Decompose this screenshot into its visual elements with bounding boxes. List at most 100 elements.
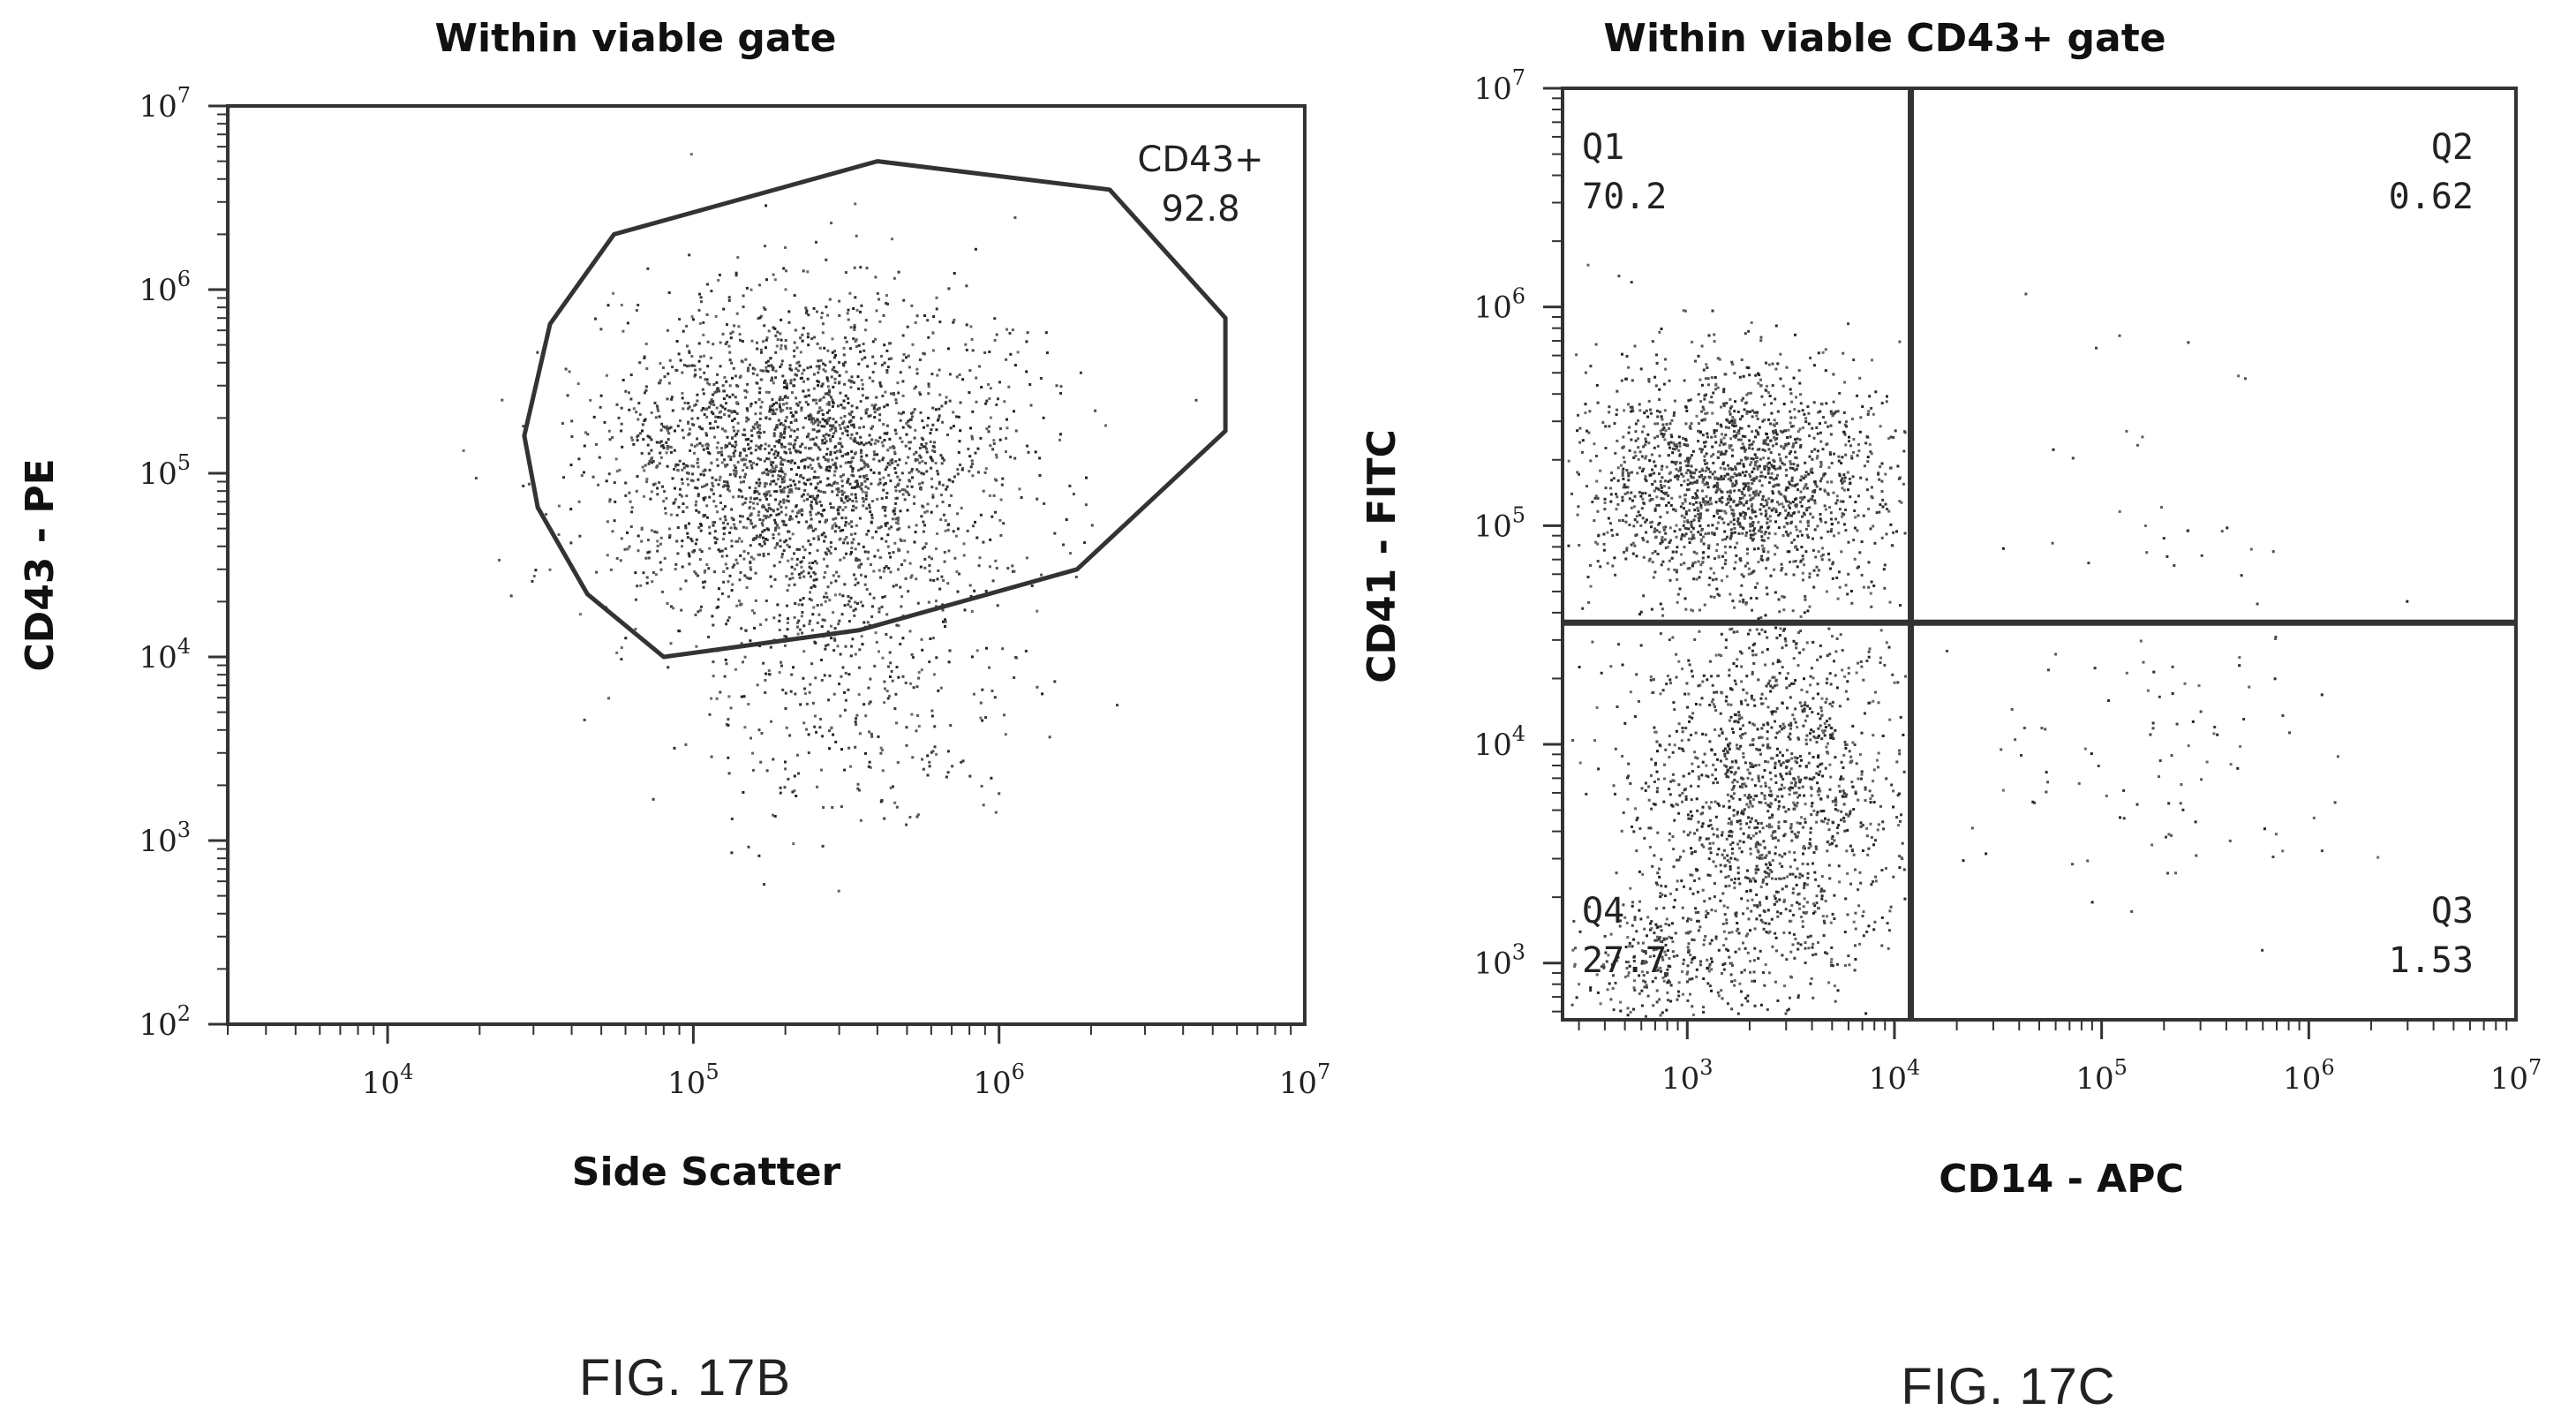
- event-dot: [885, 521, 889, 524]
- event-dot: [974, 520, 976, 524]
- event-dot: [1877, 471, 1880, 475]
- event-dot: [739, 480, 742, 484]
- event-dot: [817, 482, 819, 486]
- event-dot: [756, 490, 759, 494]
- event-dot: [847, 451, 850, 455]
- event-dot: [705, 516, 709, 519]
- event-dot: [1747, 567, 1751, 570]
- event-dot: [665, 425, 668, 428]
- event-dot: [818, 346, 822, 350]
- event-dot: [867, 765, 870, 768]
- event-dot: [831, 484, 834, 487]
- event-dot: [681, 391, 684, 395]
- event-dot: [1842, 430, 1845, 434]
- event-dot: [1844, 453, 1848, 456]
- event-dot: [1647, 559, 1651, 562]
- event-dot: [1597, 534, 1601, 538]
- event-dot: [901, 493, 905, 496]
- event-dot: [838, 619, 841, 622]
- event-dot: [998, 792, 1001, 796]
- event-dot: [878, 526, 882, 530]
- event-dot: [808, 418, 811, 421]
- event-dot: [1765, 512, 1768, 516]
- event-dot: [1630, 438, 1633, 441]
- event-dot: [1729, 592, 1732, 596]
- event-dot: [878, 413, 882, 417]
- event-dot: [1735, 554, 1738, 557]
- event-dot: [841, 529, 845, 532]
- event-dot: [1615, 413, 1618, 417]
- event-dot: [808, 524, 811, 528]
- event-dot: [844, 429, 847, 433]
- event-dot: [837, 575, 840, 578]
- event-dot: [1777, 514, 1781, 517]
- event-dot: [823, 595, 825, 599]
- event-dot: [1104, 424, 1107, 427]
- event-dot: [744, 472, 748, 476]
- event-dot: [993, 317, 997, 321]
- event-dot: [1766, 526, 1770, 530]
- event-dot: [698, 292, 701, 296]
- event-dot: [1636, 520, 1639, 524]
- event-dot: [1803, 495, 1806, 499]
- event-dot: [1856, 529, 1859, 532]
- event-dot: [908, 479, 911, 482]
- event-dot: [1013, 676, 1016, 679]
- event-dot: [1808, 506, 1811, 509]
- event-dot: [923, 557, 927, 561]
- event-dot: [854, 480, 857, 484]
- event-dot: [1770, 464, 1774, 467]
- event-dot: [733, 429, 736, 433]
- event-dot: [664, 426, 667, 429]
- event-dot: [1609, 493, 1613, 496]
- event-dot: [745, 454, 749, 457]
- event-dot: [1804, 550, 1808, 554]
- event-dot: [774, 498, 778, 502]
- event-dot: [946, 528, 950, 532]
- event-dot: [945, 485, 949, 488]
- event-dot: [1771, 713, 1774, 716]
- event-dot: [668, 358, 672, 362]
- event-dot: [1806, 609, 1810, 613]
- event-dot: [915, 314, 919, 318]
- event-dot: [1675, 550, 1678, 554]
- event-dot: [671, 409, 674, 412]
- event-dot: [867, 414, 870, 418]
- event-dot: [877, 440, 880, 443]
- event-dot: [1678, 587, 1682, 591]
- event-dot: [1719, 423, 1722, 426]
- event-dot: [658, 481, 661, 485]
- event-dot: [900, 605, 903, 608]
- event-dot: [765, 493, 769, 496]
- event-dot: [777, 512, 780, 516]
- event-dot: [793, 774, 796, 778]
- event-dot: [796, 753, 799, 757]
- event-dot: [1013, 569, 1016, 573]
- event-dot: [1823, 489, 1827, 493]
- event-dot: [708, 382, 712, 386]
- chart-17b-gate-polygon: [522, 159, 1228, 660]
- event-dot: [827, 698, 831, 702]
- event-dot: [788, 448, 791, 451]
- event-dot: [880, 497, 884, 501]
- event-dot: [1724, 538, 1728, 541]
- event-dot: [1675, 569, 1678, 572]
- event-dot: [918, 454, 922, 457]
- event-dot: [991, 448, 995, 451]
- event-dot: [948, 479, 952, 482]
- event-dot: [899, 643, 902, 645]
- event-dot: [1726, 490, 1729, 494]
- event-dot: [1005, 358, 1008, 361]
- event-dot: [1651, 468, 1653, 471]
- event-dot: [744, 458, 748, 462]
- event-dot: [968, 455, 972, 458]
- event-dot: [1594, 343, 1598, 346]
- event-dot: [1779, 352, 1782, 356]
- event-dot: [1766, 436, 1769, 440]
- event-dot: [834, 466, 838, 470]
- event-dot: [1068, 484, 1072, 487]
- event-dot: [662, 425, 665, 428]
- event-dot: [789, 484, 793, 487]
- event-dot: [842, 491, 846, 494]
- event-dot: [1736, 517, 1740, 520]
